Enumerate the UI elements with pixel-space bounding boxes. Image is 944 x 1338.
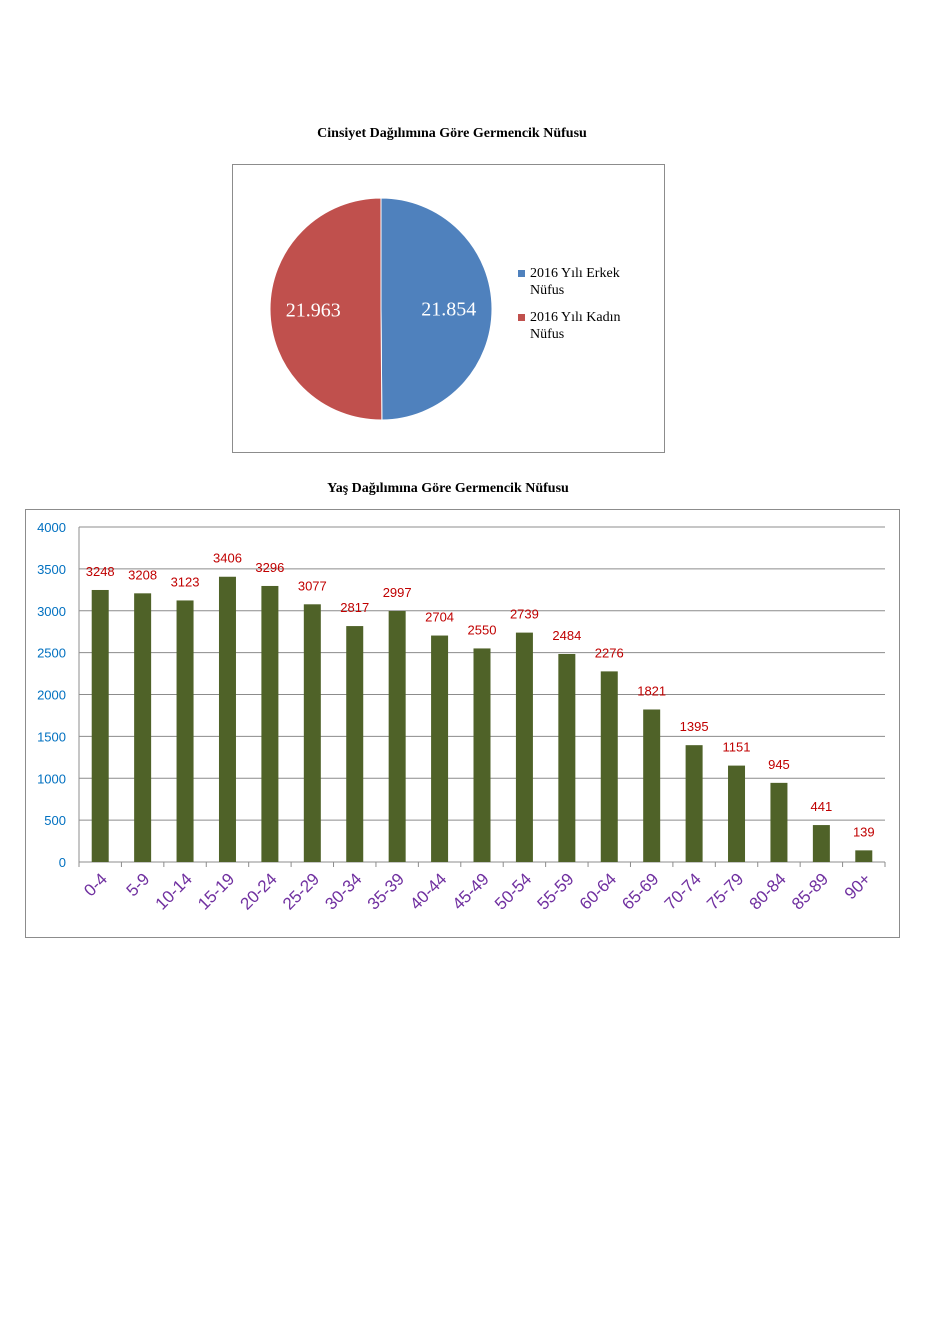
x-tick-label: 20-24 bbox=[237, 869, 281, 913]
data-label: 1151 bbox=[723, 740, 751, 755]
x-tick-label: 50-54 bbox=[491, 869, 535, 913]
bar-35-39 bbox=[388, 611, 406, 862]
bar-80-84 bbox=[770, 782, 788, 862]
x-tick-label: 70-74 bbox=[661, 869, 705, 913]
pie-slice-0 bbox=[380, 197, 493, 421]
data-label: 3248 bbox=[86, 564, 115, 579]
x-tick-label: 15-19 bbox=[194, 869, 238, 913]
legend-swatch-male bbox=[518, 270, 525, 277]
bar-60-64 bbox=[600, 671, 618, 862]
bar-chart-frame: 0 500 1000 1500 2000 2500 3000 3500 4000 3248 0-4 3… bbox=[25, 509, 900, 938]
data-label: 3208 bbox=[128, 567, 157, 582]
x-tick-label: 35-39 bbox=[364, 869, 408, 913]
bar-30-34 bbox=[346, 626, 364, 862]
data-label: 2817 bbox=[340, 600, 369, 615]
bar-0-4 bbox=[91, 589, 109, 862]
x-tick-label: 10-14 bbox=[152, 869, 196, 913]
pie-slice-1 bbox=[269, 197, 383, 421]
y-tick-label: 2500 bbox=[37, 646, 66, 661]
bar-15-19 bbox=[218, 576, 236, 862]
x-tick-label: 80-84 bbox=[746, 869, 790, 913]
data-label: 2484 bbox=[552, 628, 581, 643]
data-label: 2997 bbox=[383, 585, 412, 600]
data-label: 2276 bbox=[595, 645, 624, 660]
x-tick-label: 55-59 bbox=[533, 869, 577, 913]
x-tick-label: 75-79 bbox=[703, 869, 747, 913]
x-tick-label: 40-44 bbox=[406, 869, 450, 913]
y-tick-label: 500 bbox=[44, 813, 66, 828]
data-label: 1821 bbox=[637, 683, 666, 698]
pie-value-label-0: 21.854 bbox=[421, 299, 476, 321]
bar-10-14 bbox=[176, 600, 194, 862]
x-tick-label: 5-9 bbox=[123, 869, 154, 900]
pie-chart-title: Cinsiyet Dağılımına Göre Germencik Nüfus… bbox=[317, 126, 587, 141]
data-label: 3123 bbox=[171, 574, 200, 589]
data-label: 1395 bbox=[680, 719, 709, 734]
bar-85-89 bbox=[812, 825, 830, 862]
data-label: 139 bbox=[853, 824, 875, 839]
data-label: 3406 bbox=[213, 551, 242, 566]
y-tick-label: 3500 bbox=[37, 562, 66, 577]
x-tick-label: 85-89 bbox=[788, 869, 832, 913]
pie-value-label-1: 21.963 bbox=[286, 299, 341, 321]
bar-40-44 bbox=[431, 635, 449, 862]
data-label: 2550 bbox=[468, 622, 497, 637]
bar-chart-title: Yaş Dağılımına Göre Germencik Nüfusu bbox=[327, 481, 569, 496]
bar-55-59 bbox=[558, 653, 576, 862]
pie-chart-frame: 21.854 21.963 2016 Yılı Erkek Nüfus 2016 … bbox=[232, 164, 665, 453]
data-label: 2704 bbox=[425, 610, 454, 625]
legend-label-male: 2016 Yılı Erkek Nüfus bbox=[530, 266, 620, 298]
x-tick-label: 30-34 bbox=[321, 869, 365, 913]
x-tick-label: 25-29 bbox=[279, 869, 323, 913]
bar-5-9 bbox=[134, 593, 152, 862]
x-tick-label: 0-4 bbox=[80, 869, 111, 900]
data-label: 2739 bbox=[510, 607, 539, 622]
y-tick-label: 0 bbox=[59, 855, 66, 870]
y-tick-label: 1000 bbox=[37, 771, 66, 786]
x-tick-label: 65-69 bbox=[618, 869, 662, 913]
pie-chart: 21.854 21.963 bbox=[269, 197, 493, 421]
bar-chart: 0 500 1000 1500 2000 2500 3000 3500 4000 3248 0-4 3… bbox=[37, 520, 886, 914]
data-label: 3296 bbox=[255, 560, 284, 575]
y-tick-label: 3000 bbox=[37, 604, 66, 619]
legend-label-female: 2016 Yılı Kadın Nüfus bbox=[530, 310, 621, 342]
x-tick-label: 60-64 bbox=[576, 869, 620, 913]
bar-90+ bbox=[855, 850, 873, 862]
y-tick-label: 1500 bbox=[37, 729, 66, 744]
bar-45-49 bbox=[473, 648, 491, 862]
bar-70-74 bbox=[685, 745, 703, 862]
legend-swatch-female bbox=[518, 314, 525, 321]
bar-75-79 bbox=[728, 765, 746, 862]
bar-65-69 bbox=[643, 709, 661, 862]
bar-25-29 bbox=[303, 604, 321, 862]
data-label: 441 bbox=[811, 799, 833, 814]
data-label: 945 bbox=[768, 757, 790, 772]
x-tick-label: 90+ bbox=[841, 869, 875, 903]
y-tick-label: 2000 bbox=[37, 688, 66, 703]
bar-50-54 bbox=[515, 632, 533, 862]
data-label: 3077 bbox=[298, 578, 327, 593]
x-tick-label: 45-49 bbox=[449, 869, 493, 913]
bar-20-24 bbox=[261, 585, 279, 862]
y-tick-label: 4000 bbox=[37, 520, 66, 535]
